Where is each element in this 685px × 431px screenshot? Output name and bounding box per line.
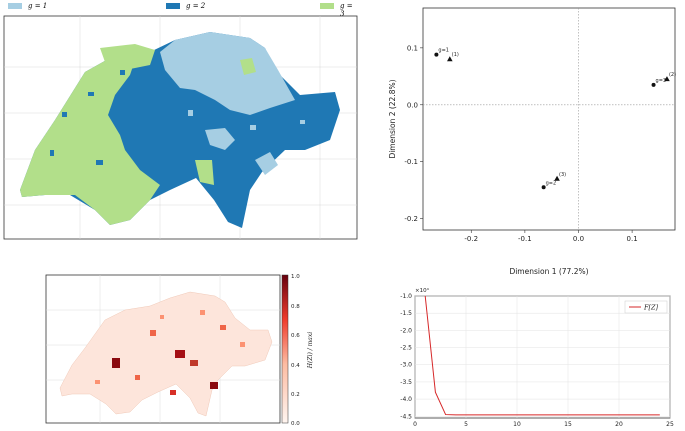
ca-scatter: -0.2 -0.1 0.0 0.1 0.1 0.0 -0.1 -0.2 g=1 g=3 g=2 (1)… (388, 7, 676, 276)
legend-label-g1: g = 1 (28, 2, 48, 10)
colorbar-label: H(Zi) / maxi (307, 332, 314, 369)
free-energy-line: ×10⁴ 0 5 10 15 20 25 -1.0 -1.5 -2.0 -2.5 -3.0 -3.5 -… (400, 287, 674, 428)
region-g1 (160, 32, 295, 115)
ca-point-label: g=2 (546, 180, 557, 186)
legend-label-g3: g = 3 (340, 2, 353, 18)
legend-swatch-g3 (320, 3, 334, 9)
entropy-map-panel: 1.0 0.8 0.6 0.4 0.2 0.0 H(Zi) / maxi (40, 270, 330, 427)
ca-ytick-label: 0.1 (407, 44, 418, 52)
colorbar-tick: 0.6 (291, 333, 300, 339)
fe-xtick-label: 20 (615, 421, 623, 427)
colorbar-tick: 0.2 (291, 392, 300, 398)
legend-swatch-g1 (8, 3, 22, 9)
fe-series-line (424, 295, 660, 416)
legend-label-g2: g = 2 (186, 2, 206, 10)
map-legend: g = 1 g = 2 g = 3 (6, 2, 358, 18)
entropy-map-shape (59, 291, 273, 417)
ca-point-label: (3) (559, 172, 566, 178)
fe-xtick-label: 15 (564, 421, 572, 427)
ca-point-k (554, 175, 560, 181)
ca-point-g (434, 52, 439, 57)
ca-point-label: g=1 (438, 48, 449, 54)
colorbar-tick: 1.0 (291, 274, 300, 280)
ca-point-g (541, 185, 546, 190)
ca-xtick-label: -0.2 (464, 235, 478, 243)
colorbar-tick: 0.4 (291, 363, 300, 369)
fe-ytick-label: -1.5 (400, 310, 412, 317)
fe-ytick-label: -4.5 (400, 413, 412, 420)
fe-xtick-label: 25 (666, 421, 674, 427)
ca-ylabel: Dimension 2 (22.8%) (388, 79, 397, 158)
ca-point-g (651, 82, 656, 87)
entropy-map: 1.0 0.8 0.6 0.4 0.2 0.0 H(Zi) / maxi (45, 274, 314, 427)
ca-plot-panel: -0.2 -0.1 0.0 0.1 0.1 0.0 -0.1 -0.2 g=1 g=3 g=2 (1)… (385, 0, 685, 280)
fe-legend: F[Z] (624, 300, 668, 314)
ca-ytick-label: -0.1 (404, 158, 418, 166)
free-energy-panel: ×10⁴ 0 5 10 15 20 25 -1.0 -1.5 -2.0 -2.5 -3.0 -3.5 -… (385, 283, 685, 428)
fe-ytick-label: -4.0 (400, 396, 412, 403)
fe-ytick-label: -2.0 (400, 327, 412, 334)
ca-point-k (664, 76, 670, 82)
fe-legend-label: F[Z] (643, 304, 659, 312)
ca-point-label: (2) (669, 72, 676, 78)
ca-ytick-label: 0.0 (407, 101, 418, 109)
legend-swatch-g2 (166, 3, 180, 9)
colorbar-tick: 0.0 (291, 421, 300, 427)
ca-point-label: g=3 (656, 78, 667, 84)
ca-xtick-label: -0.1 (518, 235, 532, 243)
fe-xtick-label: 5 (464, 421, 468, 427)
ca-ytick-label: -0.2 (404, 215, 418, 223)
fe-yscale: ×10⁴ (415, 287, 430, 294)
fe-ytick-label: -1.0 (400, 293, 412, 300)
map-clusters (3, 15, 358, 240)
colorbar-ticks: 1.0 0.8 0.6 0.4 0.2 0.0 (291, 274, 300, 427)
colorbar-tick: 0.8 (291, 304, 300, 310)
fe-ytick-label: -3.0 (400, 362, 412, 369)
ca-xtick-label: 0.1 (627, 235, 638, 243)
fe-ytick-label: -2.5 (400, 345, 412, 352)
colorbar (281, 274, 289, 424)
fe-xtick-label: 10 (513, 421, 521, 427)
ca-xtick-label: 0.0 (573, 235, 584, 243)
fe-ytick-label: -3.5 (400, 379, 412, 386)
ca-point-k (447, 56, 453, 62)
region-g3 (20, 58, 160, 225)
ca-xlabel: Dimension 1 (77.2%) (509, 267, 588, 276)
fe-xtick-label: 0 (413, 421, 417, 427)
map-clusters-panel: g = 1 g = 2 g = 3 (0, 0, 365, 245)
ca-point-label: (1) (452, 52, 459, 58)
